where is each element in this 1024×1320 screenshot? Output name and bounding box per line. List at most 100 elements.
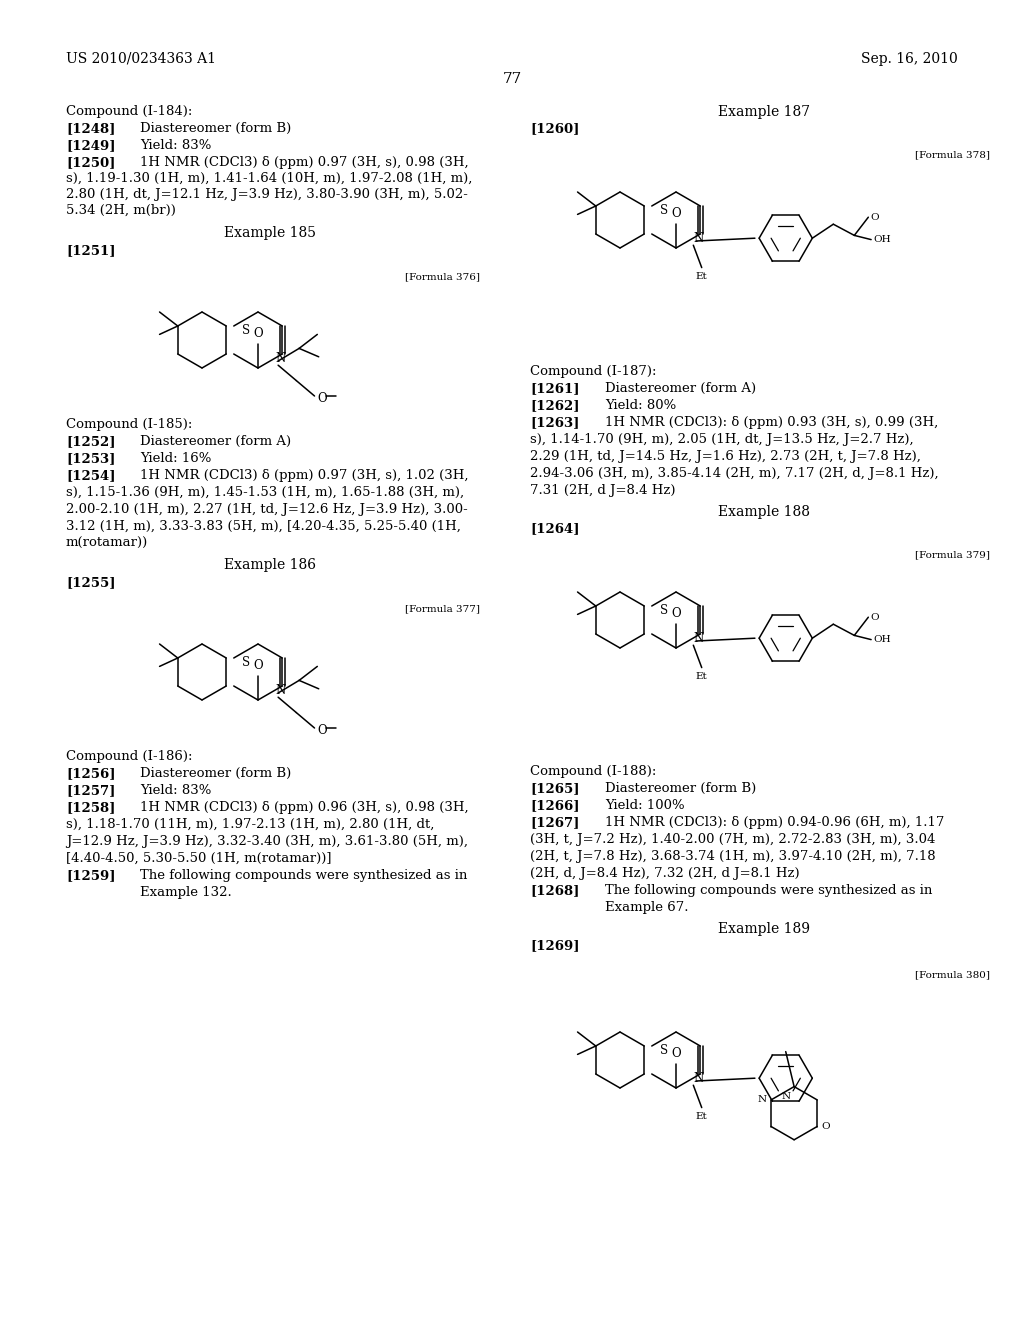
Text: Et: Et — [696, 1111, 708, 1121]
Text: OH: OH — [873, 635, 891, 644]
Text: S: S — [242, 323, 250, 337]
Text: 1H NMR (CDCl3) δ (ppm) 0.97 (3H, s), 0.98 (3H,: 1H NMR (CDCl3) δ (ppm) 0.97 (3H, s), 0.9… — [140, 156, 469, 169]
Text: (2H, t, J=7.8 Hz), 3.68-3.74 (1H, m), 3.97-4.10 (2H, m), 7.18: (2H, t, J=7.8 Hz), 3.68-3.74 (1H, m), 3.… — [530, 850, 936, 863]
Text: s), 1.15-1.36 (9H, m), 1.45-1.53 (1H, m), 1.65-1.88 (3H, m),: s), 1.15-1.36 (9H, m), 1.45-1.53 (1H, m)… — [66, 486, 464, 499]
Text: Yield: 80%: Yield: 80% — [605, 399, 676, 412]
Text: J=12.9 Hz, J=3.9 Hz), 3.32-3.40 (3H, m), 3.61-3.80 (5H, m),: J=12.9 Hz, J=3.9 Hz), 3.32-3.40 (3H, m),… — [66, 836, 468, 847]
Text: s), 1.19-1.30 (1H, m), 1.41-1.64 (10H, m), 1.97-2.08 (1H, m),: s), 1.19-1.30 (1H, m), 1.41-1.64 (10H, m… — [66, 172, 472, 185]
Text: 7.31 (2H, d J=8.4 Hz): 7.31 (2H, d J=8.4 Hz) — [530, 484, 676, 498]
Text: [1268]: [1268] — [530, 884, 580, 898]
Text: Example 188: Example 188 — [718, 506, 810, 519]
Text: O: O — [317, 392, 327, 404]
Text: Example 185: Example 185 — [224, 226, 316, 240]
Text: 2.94-3.06 (3H, m), 3.85-4.14 (2H, m), 7.17 (2H, d, J=8.1 Hz),: 2.94-3.06 (3H, m), 3.85-4.14 (2H, m), 7.… — [530, 467, 939, 480]
Text: [1248]: [1248] — [66, 121, 116, 135]
Text: Diastereomer (form B): Diastereomer (form B) — [605, 781, 757, 795]
Text: Example 186: Example 186 — [224, 558, 316, 572]
Text: N: N — [781, 1092, 791, 1101]
Text: N: N — [758, 1096, 767, 1105]
Text: Sep. 16, 2010: Sep. 16, 2010 — [861, 51, 958, 66]
Text: N: N — [275, 684, 286, 697]
Text: [1250]: [1250] — [66, 156, 116, 169]
Text: [Formula 377]: [Formula 377] — [406, 605, 480, 612]
Text: [1257]: [1257] — [66, 784, 116, 797]
Text: OH: OH — [873, 235, 891, 244]
Text: Example 189: Example 189 — [718, 921, 810, 936]
Text: [1261]: [1261] — [530, 381, 580, 395]
Text: Compound (I-188):: Compound (I-188): — [530, 766, 656, 777]
Text: Yield: 16%: Yield: 16% — [140, 451, 211, 465]
Text: [1266]: [1266] — [530, 799, 580, 812]
Text: Example 132.: Example 132. — [140, 886, 231, 899]
Text: m(rotamar)): m(rotamar)) — [66, 537, 148, 550]
Text: [1255]: [1255] — [66, 576, 116, 589]
Text: 2.00-2.10 (1H, m), 2.27 (1H, td, J=12.6 Hz, J=3.9 Hz), 3.00-: 2.00-2.10 (1H, m), 2.27 (1H, td, J=12.6 … — [66, 503, 468, 516]
Text: [1252]: [1252] — [66, 436, 116, 447]
Text: [1267]: [1267] — [530, 816, 580, 829]
Text: [1264]: [1264] — [530, 521, 580, 535]
Text: S: S — [659, 605, 668, 616]
Text: [1254]: [1254] — [66, 469, 116, 482]
Text: O: O — [671, 1047, 681, 1060]
Text: 5.34 (2H, m(br)): 5.34 (2H, m(br)) — [66, 205, 176, 216]
Text: O: O — [253, 659, 263, 672]
Text: [1260]: [1260] — [530, 121, 580, 135]
Text: [1249]: [1249] — [66, 139, 116, 152]
Text: 77: 77 — [503, 73, 521, 86]
Text: The following compounds were synthesized as in: The following compounds were synthesized… — [605, 884, 933, 898]
Text: [Formula 380]: [Formula 380] — [915, 970, 990, 979]
Text: Compound (I-186):: Compound (I-186): — [66, 750, 193, 763]
Text: 1H NMR (CDCl3) δ (ppm) 0.96 (3H, s), 0.98 (3H,: 1H NMR (CDCl3) δ (ppm) 0.96 (3H, s), 0.9… — [140, 801, 469, 814]
Text: [1253]: [1253] — [66, 451, 116, 465]
Text: s), 1.18-1.70 (11H, m), 1.97-2.13 (1H, m), 2.80 (1H, dt,: s), 1.18-1.70 (11H, m), 1.97-2.13 (1H, m… — [66, 818, 434, 832]
Text: [Formula 378]: [Formula 378] — [915, 150, 990, 158]
Text: N: N — [693, 1072, 703, 1085]
Text: Example 67.: Example 67. — [605, 902, 688, 913]
Text: [Formula 376]: [Formula 376] — [406, 272, 480, 281]
Text: The following compounds were synthesized as in: The following compounds were synthesized… — [140, 869, 467, 882]
Text: Et: Et — [696, 672, 708, 681]
Text: O: O — [870, 612, 879, 622]
Text: [1251]: [1251] — [66, 244, 116, 257]
Text: N: N — [693, 631, 703, 644]
Text: [Formula 379]: [Formula 379] — [915, 550, 990, 558]
Text: [1256]: [1256] — [66, 767, 116, 780]
Text: [1269]: [1269] — [530, 939, 580, 952]
Text: [1263]: [1263] — [530, 416, 580, 429]
Text: Yield: 83%: Yield: 83% — [140, 139, 211, 152]
Text: Diastereomer (form B): Diastereomer (form B) — [140, 121, 291, 135]
Text: N: N — [693, 231, 703, 244]
Text: Yield: 83%: Yield: 83% — [140, 784, 211, 797]
Text: O: O — [821, 1122, 829, 1131]
Text: O: O — [317, 723, 327, 737]
Text: Compound (I-185):: Compound (I-185): — [66, 418, 193, 432]
Text: Diastereomer (form B): Diastereomer (form B) — [140, 767, 291, 780]
Text: (2H, d, J=8.4 Hz), 7.32 (2H, d J=8.1 Hz): (2H, d, J=8.4 Hz), 7.32 (2H, d J=8.1 Hz) — [530, 867, 800, 880]
Text: Example 187: Example 187 — [718, 106, 810, 119]
Text: Et: Et — [696, 272, 708, 281]
Text: s), 1.14-1.70 (9H, m), 2.05 (1H, dt, J=13.5 Hz, J=2.7 Hz),: s), 1.14-1.70 (9H, m), 2.05 (1H, dt, J=1… — [530, 433, 913, 446]
Text: Diastereomer (form A): Diastereomer (form A) — [140, 436, 291, 447]
Text: [1265]: [1265] — [530, 781, 580, 795]
Text: Compound (I-187):: Compound (I-187): — [530, 366, 656, 378]
Text: S: S — [242, 656, 250, 669]
Text: [1259]: [1259] — [66, 869, 116, 882]
Text: [1258]: [1258] — [66, 801, 116, 814]
Text: [4.40-4.50, 5.30-5.50 (1H, m(rotamar))]: [4.40-4.50, 5.30-5.50 (1H, m(rotamar))] — [66, 851, 332, 865]
Text: Compound (I-184):: Compound (I-184): — [66, 106, 193, 117]
Text: (3H, t, J=7.2 Hz), 1.40-2.00 (7H, m), 2.72-2.83 (3H, m), 3.04: (3H, t, J=7.2 Hz), 1.40-2.00 (7H, m), 2.… — [530, 833, 935, 846]
Text: 1H NMR (CDCl3): δ (ppm) 0.94-0.96 (6H, m), 1.17: 1H NMR (CDCl3): δ (ppm) 0.94-0.96 (6H, m… — [605, 816, 944, 829]
Text: 2.80 (1H, dt, J=12.1 Hz, J=3.9 Hz), 3.80-3.90 (3H, m), 5.02-: 2.80 (1H, dt, J=12.1 Hz, J=3.9 Hz), 3.80… — [66, 187, 468, 201]
Text: Diastereomer (form A): Diastereomer (form A) — [605, 381, 756, 395]
Text: O: O — [870, 213, 879, 222]
Text: O: O — [253, 327, 263, 341]
Text: 1H NMR (CDCl3) δ (ppm) 0.97 (3H, s), 1.02 (3H,: 1H NMR (CDCl3) δ (ppm) 0.97 (3H, s), 1.0… — [140, 469, 469, 482]
Text: O: O — [671, 207, 681, 220]
Text: [1262]: [1262] — [530, 399, 580, 412]
Text: S: S — [659, 1044, 668, 1057]
Text: S: S — [659, 205, 668, 216]
Text: US 2010/0234363 A1: US 2010/0234363 A1 — [66, 51, 216, 66]
Text: 3.12 (1H, m), 3.33-3.83 (5H, m), [4.20-4.35, 5.25-5.40 (1H,: 3.12 (1H, m), 3.33-3.83 (5H, m), [4.20-4… — [66, 520, 461, 533]
Text: 1H NMR (CDCl3): δ (ppm) 0.93 (3H, s), 0.99 (3H,: 1H NMR (CDCl3): δ (ppm) 0.93 (3H, s), 0.… — [605, 416, 938, 429]
Text: N: N — [275, 351, 286, 364]
